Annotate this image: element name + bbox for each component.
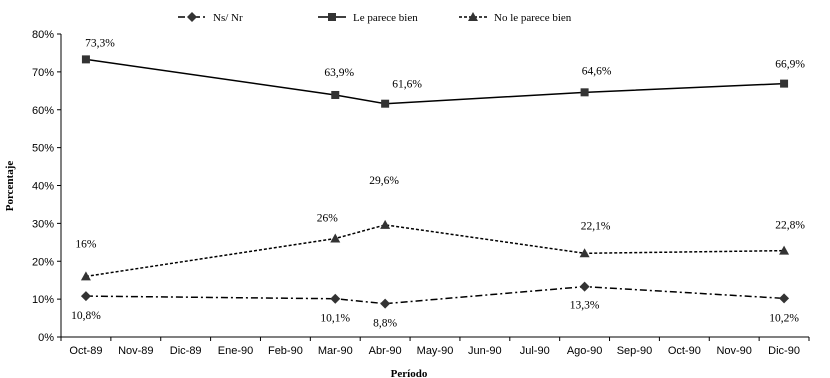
legend-item: Le parece bien: [318, 12, 418, 24]
x-tick-label: Ene-90: [218, 345, 253, 357]
x-tick-label: Jun-90: [468, 345, 502, 357]
square-marker: [328, 13, 336, 21]
x-axis: Oct-89 Nov-89 Dic-89 Ene-90 Feb-90 Mar-90 Abr-…: [60, 336, 810, 357]
data-label: 66,9%: [775, 59, 805, 71]
triangle-marker: [779, 245, 790, 255]
y-tick-label: 50%: [32, 143, 54, 155]
diamond-marker: [779, 293, 790, 304]
triangle-marker: [579, 248, 590, 258]
legend-label: Le parece bien: [353, 12, 418, 24]
square-marker: [780, 79, 789, 88]
data-label: 10,8%: [71, 310, 101, 322]
legend-label: No le parece bien: [494, 12, 572, 24]
series-le-parece-bien: [81, 55, 789, 108]
y-tick-label: 10%: [32, 294, 54, 306]
legend-item: No le parece bien: [459, 12, 572, 24]
data-label: 73,3%: [85, 37, 115, 49]
square-marker: [381, 99, 390, 108]
square-marker: [81, 55, 90, 64]
data-label: 10,2%: [769, 312, 799, 324]
data-label: 26%: [317, 213, 339, 225]
series-layer: [80, 55, 790, 309]
y-axis-title: Porcentaje: [4, 161, 16, 212]
y-tick-label: 70%: [32, 67, 54, 79]
x-tick-label: Mar-90: [318, 345, 353, 357]
triangle-marker: [80, 271, 91, 281]
data-label: 10,1%: [320, 313, 350, 325]
square-marker: [580, 88, 589, 97]
x-tick-label: Dic-90: [768, 345, 800, 357]
data-label: 64,6%: [582, 65, 612, 77]
diamond-marker: [80, 291, 91, 302]
x-tick-label: Oct-90: [668, 345, 701, 357]
y-tick-label: 0%: [38, 332, 54, 344]
data-label: 22,1%: [581, 220, 611, 232]
data-label: 22,8%: [775, 220, 805, 232]
y-axis: 0% 10% 20% 30% 40% 50% 60% 70% 80%: [32, 29, 62, 344]
legend-label: Ns/ Nr: [213, 12, 243, 24]
triangle-marker: [468, 12, 478, 21]
x-tick-label: Ago-90: [567, 345, 602, 357]
data-label: 13,3%: [570, 300, 600, 312]
diamond-marker: [330, 293, 341, 304]
x-tick-label: Sep-90: [617, 345, 652, 357]
series-line: [85, 224, 785, 278]
diamond-marker: [380, 298, 391, 309]
triangle-marker: [380, 219, 391, 229]
x-tick-label: May-90: [417, 345, 454, 357]
y-tick-label: 60%: [32, 105, 54, 117]
y-tick-label: 80%: [32, 29, 54, 41]
data-label: 16%: [75, 238, 97, 250]
triangle-marker: [330, 233, 341, 243]
x-tick-label: Oct-89: [69, 345, 102, 357]
data-label: 8,8%: [373, 318, 397, 330]
series-ns-nr: [80, 281, 790, 309]
x-axis-title: Período: [391, 368, 428, 378]
data-labels: 10,8% 10,1% 8,8% 13,3% 10,2% 73,3% 63,9% 61,6% 6…: [71, 37, 805, 329]
square-marker: [331, 90, 340, 99]
x-tick-label: Abr-90: [369, 345, 402, 357]
x-tick-label: Dic-89: [170, 345, 202, 357]
series-line: [85, 285, 785, 305]
y-tick-label: 40%: [32, 181, 54, 193]
x-tick-label: Nov-89: [118, 345, 153, 357]
x-tick-label: Nov-90: [716, 345, 751, 357]
legend-item: Ns/ Nr: [178, 12, 243, 24]
data-label: 61,6%: [392, 79, 422, 91]
y-tick-label: 20%: [32, 256, 54, 268]
data-label: 63,9%: [324, 67, 354, 79]
series-line: [85, 58, 785, 105]
x-tick-label: Jul-90: [520, 345, 550, 357]
diamond-marker: [579, 281, 590, 292]
x-tick-label: Feb-90: [268, 345, 303, 357]
y-tick-label: 30%: [32, 218, 54, 230]
series-no-le-parece-bien: [80, 219, 790, 281]
legend: Ns/ Nr Le parece bien No le parece bien: [178, 12, 572, 24]
diamond-marker: [187, 12, 197, 22]
data-label: 29,6%: [369, 175, 399, 187]
